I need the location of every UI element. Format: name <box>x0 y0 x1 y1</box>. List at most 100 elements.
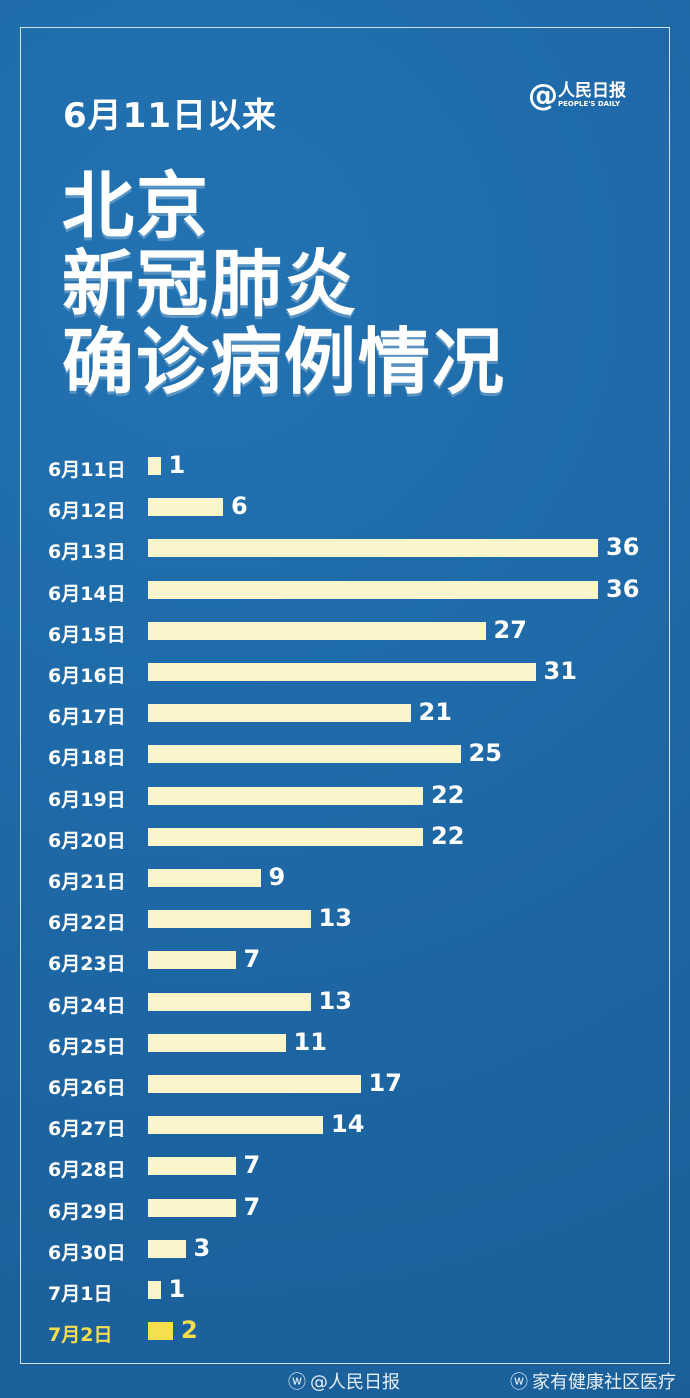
bar <box>148 498 223 517</box>
bar <box>148 580 598 599</box>
subtitle: 6月11日以来 <box>63 96 277 136</box>
bar-row: 6月12日 6 <box>0 492 690 522</box>
bar <box>148 663 536 681</box>
value-label: 14 <box>331 1110 365 1139</box>
value-label: 11 <box>293 1027 327 1056</box>
category-label: 6月13日 <box>48 541 126 564</box>
bar-row: 6月29日 7 <box>0 1193 690 1223</box>
value-label: 1 <box>168 451 186 479</box>
bar <box>148 951 236 970</box>
category-label: 6月27日 <box>48 1118 126 1141</box>
bar <box>148 1281 161 1299</box>
value-label: 36 <box>606 574 640 603</box>
category-label: 6月22日 <box>48 912 126 935</box>
bar-row: 6月28日 7 <box>0 1151 690 1181</box>
category-label: 7月1日 <box>48 1283 113 1305</box>
category-label: 6月23日 <box>48 953 126 976</box>
category-label: 6月20日 <box>48 829 126 852</box>
value-label: 17 <box>368 1069 402 1097</box>
value-label: 2 <box>181 1316 198 1345</box>
bar-row: 6月21日 9 <box>0 863 690 893</box>
bar-row: 6月18日 25 <box>0 739 690 769</box>
value-label: 6 <box>231 492 248 521</box>
bar <box>148 992 311 1011</box>
value-label: 7 <box>243 945 261 974</box>
bar <box>148 910 311 929</box>
weibo-icon: ⓦ <box>288 1372 306 1393</box>
frame-border <box>20 27 670 1364</box>
value-label: 27 <box>493 615 527 644</box>
bar-row: 6月14日 36 <box>0 575 690 605</box>
weibo-icon: ⓦ <box>510 1372 528 1393</box>
value-label: 13 <box>318 986 352 1015</box>
category-label: 6月16日 <box>48 665 126 687</box>
value-label: 36 <box>606 533 640 562</box>
category-label: 6月29日 <box>48 1200 126 1223</box>
value-label: 7 <box>243 1192 261 1221</box>
value-label: 1 <box>168 1275 186 1303</box>
bar <box>148 827 423 846</box>
bar-row: 6月23日 7 <box>0 945 690 975</box>
value-label: 9 <box>268 863 286 891</box>
title-line-2: 新冠肺炎 <box>62 242 359 326</box>
value-label: 31 <box>543 657 577 685</box>
category-label: 6月12日 <box>48 500 126 523</box>
value-label: 3 <box>193 1233 211 1262</box>
bar-row: 7月2日 2 <box>0 1316 690 1346</box>
credit-2-text: 家有健康社区医疗 <box>532 1372 676 1393</box>
value-label: 25 <box>468 739 502 768</box>
category-label: 6月26日 <box>48 1077 126 1099</box>
bar <box>148 1033 286 1052</box>
category-label: 6月24日 <box>48 994 126 1017</box>
category-label: 6月17日 <box>48 706 126 729</box>
credit-1: ⓦ @人民日报 <box>288 1368 400 1394</box>
bar-row: 6月16日 31 <box>0 657 690 687</box>
bar-row: 6月20日 22 <box>0 822 690 852</box>
bar-row: 6月11日 1 <box>0 451 690 481</box>
bar <box>148 869 261 887</box>
bar <box>148 704 411 723</box>
category-label: 7月2日 <box>48 1324 113 1347</box>
logo-at-icon: @ <box>528 78 558 113</box>
title-line-3: 确诊病例情况 <box>62 320 507 404</box>
value-label: 22 <box>431 780 465 809</box>
category-label: 6月30日 <box>48 1241 126 1264</box>
bar <box>148 1116 323 1135</box>
bar-row: 6月24日 13 <box>0 987 690 1017</box>
bar-row: 6月26日 17 <box>0 1069 690 1099</box>
bar <box>148 621 486 640</box>
bar <box>148 1157 236 1176</box>
value-label: 7 <box>243 1151 261 1180</box>
bar <box>148 1075 361 1093</box>
bar-row: 6月15日 27 <box>0 616 690 646</box>
logo-name-en: PEOPLE'S DAILY <box>558 100 621 108</box>
bar-row: 6月30日 3 <box>0 1234 690 1264</box>
bar-row: 6月22日 13 <box>0 904 690 934</box>
value-label: 13 <box>318 904 352 933</box>
logo-name-cn: 人民日报 <box>558 81 626 101</box>
category-label: 6月19日 <box>48 788 126 811</box>
peoples-daily-logo: @ 人民日报 PEOPLE'S DAILY <box>528 78 626 113</box>
bar <box>148 457 161 475</box>
bar <box>148 1322 173 1341</box>
bar <box>148 786 423 805</box>
bar <box>148 745 461 764</box>
category-label: 6月28日 <box>48 1159 126 1182</box>
value-label: 21 <box>418 698 452 727</box>
bar-row: 6月17日 21 <box>0 698 690 728</box>
bar-row: 6月25日 11 <box>0 1028 690 1058</box>
bar-row: 7月1日 1 <box>0 1275 690 1305</box>
bar-row: 6月13日 36 <box>0 533 690 563</box>
category-label: 6月18日 <box>48 747 126 770</box>
title-line-1: 北京 <box>62 164 211 248</box>
bar-row: 6月27日 14 <box>0 1110 690 1140</box>
category-label: 6月21日 <box>48 871 126 893</box>
category-label: 6月25日 <box>48 1035 126 1058</box>
category-label: 6月15日 <box>48 623 126 646</box>
bar-row: 6月19日 22 <box>0 781 690 811</box>
value-label: 22 <box>431 821 465 850</box>
category-label: 6月14日 <box>48 582 126 605</box>
credit-2: ⓦ 家有健康社区医疗 <box>510 1368 676 1394</box>
category-label: 6月11日 <box>48 459 126 481</box>
